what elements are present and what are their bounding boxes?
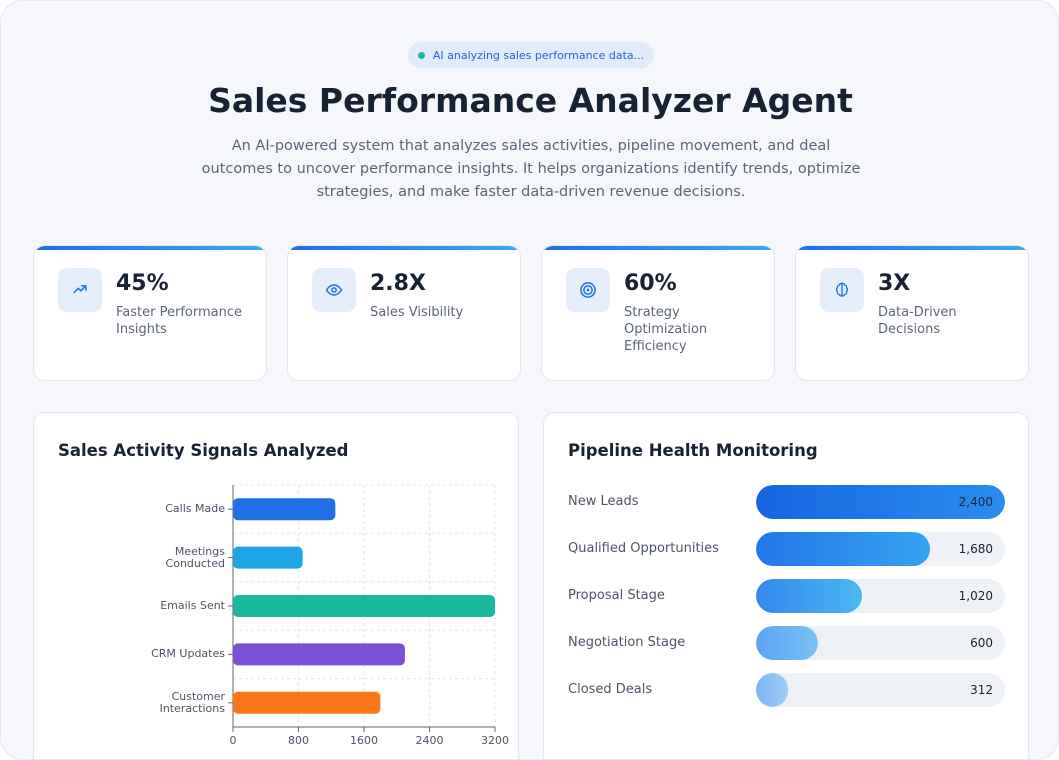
pipeline-panel: Pipeline Health Monitoring New Leads 2,40… [543, 412, 1029, 759]
x-tick-label: 800 [288, 734, 309, 747]
stat-icon [566, 268, 610, 312]
progress-track: 312 [756, 673, 1005, 707]
progress-fill [756, 579, 862, 613]
stat-card: 2.8X Sales Visibility [287, 245, 521, 381]
x-tick-label: 1600 [350, 734, 378, 747]
stage-label: Qualified Opportunities [568, 541, 719, 556]
description: An AI-powered system that analyzes sales… [201, 138, 861, 200]
accent-bar [542, 246, 774, 250]
icon [580, 282, 596, 298]
progress-track: 2,400 [756, 485, 1005, 519]
stat-label: Data-Driven Decisions [878, 305, 957, 337]
icon [325, 284, 343, 296]
bar [233, 595, 495, 617]
icon [73, 285, 87, 294]
activity-panel: Sales Activity Signals Analyzed 0 800 1600… [33, 412, 519, 759]
progress-fill [756, 485, 1005, 519]
value-label: 1,680 [958, 542, 993, 556]
accent-bar [288, 246, 520, 250]
stage-label: Negotiation Stage [568, 635, 686, 650]
value-label: 1,020 [958, 589, 993, 603]
accent-bar [796, 246, 1028, 250]
stat-card: 45% Faster Performance Insights [33, 245, 267, 381]
badge-text: AI analyzing sales performance data... [432, 48, 645, 62]
stat-label: Faster Performance Insights [116, 305, 242, 337]
x-tick-label: 3200 [481, 734, 509, 747]
bar [233, 498, 336, 521]
stat-value: 2.8X [370, 271, 426, 296]
stat-value: 3X [878, 271, 911, 296]
stat-icon [58, 268, 102, 312]
value-label: 2,400 [958, 495, 993, 509]
stage-label: New Leads [568, 494, 639, 509]
value-label: 600 [970, 636, 993, 650]
progress-fill [756, 673, 789, 707]
bar [233, 643, 405, 666]
bar-chart [228, 484, 496, 732]
stat-icon [820, 268, 864, 312]
stat-label: Strategy Optimization Efficiency [624, 305, 708, 354]
x-tick-label: 2400 [415, 734, 444, 747]
stat-value: 45% [116, 271, 169, 296]
category-label: Emails Sent [160, 599, 225, 612]
bar [233, 691, 381, 714]
panel-title: Pipeline Health Monitoring [568, 441, 818, 460]
x-tick-label: 0 [229, 734, 237, 747]
stat-label: Sales Visibility [370, 305, 464, 320]
progress-fill [756, 532, 931, 566]
progress-track: 1,680 [756, 532, 1005, 566]
stat-icon [312, 268, 356, 312]
stat-value: 60% [624, 271, 677, 296]
stat-card: 60% Strategy Optimization Efficiency [541, 245, 775, 381]
progress-track: 600 [756, 626, 1005, 660]
accent-bar [34, 246, 266, 250]
page-title: Sales Performance Analyzer Agent [208, 81, 853, 120]
value-label: 312 [970, 683, 993, 697]
progress-track: 1,020 [756, 579, 1005, 613]
stage-label: Proposal Stage [568, 588, 665, 603]
status-badge: AI analyzing sales performance data... [408, 42, 654, 68]
stat-card: 3X Data-Driven Decisions [795, 245, 1029, 381]
icon [835, 282, 849, 297]
category-label: CRM Updates [151, 647, 225, 661]
category-label: Customer Interactions [159, 689, 225, 715]
bar [233, 546, 303, 569]
category-label: Meetings Conducted [165, 544, 225, 570]
progress-fill [756, 626, 819, 660]
panel-title: Sales Activity Signals Analyzed [58, 441, 349, 460]
stage-label: Closed Deals [568, 682, 653, 697]
category-label: Calls Made [165, 502, 225, 516]
